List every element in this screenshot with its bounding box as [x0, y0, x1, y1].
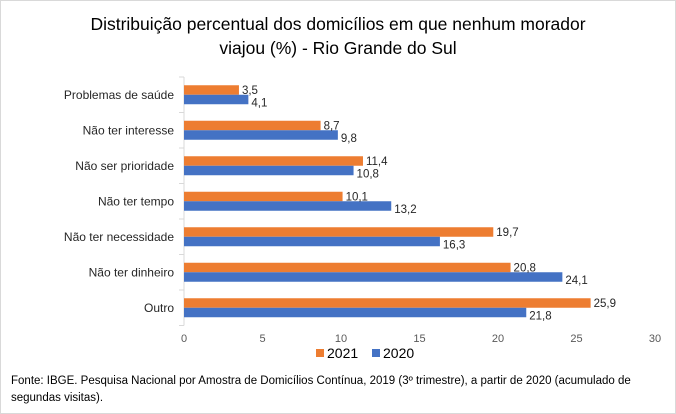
data-label-2020: 4,1: [251, 97, 267, 109]
data-label-2021: 11,4: [366, 156, 388, 168]
data-label-2021: 10,1: [346, 191, 368, 203]
bar-2020: [184, 307, 527, 318]
x-tick-label: 10: [335, 333, 347, 345]
category-label: Não ter necessidade: [64, 230, 174, 244]
bar-2020: [184, 272, 563, 282]
category-label: Outro: [144, 301, 174, 315]
x-tick-label: 5: [259, 333, 265, 345]
category-label: Não ser prioridade: [75, 159, 174, 173]
bar-2021: [184, 85, 239, 95]
x-tick-label: 30: [649, 333, 661, 345]
category-labels: Problemas de saúde Não ter interesse Não s…: [64, 88, 174, 315]
data-label-2020: 9,8: [341, 133, 357, 145]
data-label-2021: 3,5: [242, 85, 258, 97]
data-label-2021: 20,8: [514, 262, 536, 274]
data-labels: 3,54,1 8,79,8 11,410,8 10,1 13,2 19,7 16,3 20,8…: [242, 85, 616, 323]
data-label-2020: 13,2: [394, 204, 416, 216]
bar-2021: [184, 298, 591, 308]
category-label: Não ter tempo: [98, 194, 174, 208]
bar-2021: [184, 120, 321, 131]
category-label: Problemas de saúde: [64, 88, 174, 102]
chart-title: Distribuição percentual dos domicílios e…: [0, 12, 676, 60]
category-label: Não ter dinheiro: [89, 265, 175, 279]
chart-title-line-1: Distribuição percentual dos domicílios e…: [90, 14, 586, 34]
legend-label-2020: 2020: [383, 345, 414, 361]
chart-title-line-2: viajou (%) - Rio Grande do Sul: [219, 38, 457, 58]
legend: 2021 2020: [316, 345, 414, 361]
bar-2021: [184, 156, 363, 166]
bar-2020: [184, 94, 249, 105]
bar-2020: [184, 236, 440, 247]
x-tick-labels: 0 5 10 15 20 25 30: [181, 333, 661, 345]
x-tick-label: 25: [570, 333, 582, 345]
x-tick-label: 15: [413, 333, 425, 345]
data-label-2020: 24,1: [565, 275, 587, 287]
data-label-2021: 19,7: [496, 227, 518, 239]
source-note: Fonte: IBGE. Pesquisa Nacional por Amost…: [11, 375, 631, 404]
legend-label-2021: 2021: [327, 345, 358, 361]
data-label-2020: 21,8: [529, 310, 551, 322]
data-label-2021: 25,9: [594, 298, 616, 310]
bar-2020: [184, 130, 338, 140]
data-label-2020: 16,3: [443, 239, 465, 251]
bars: [184, 85, 591, 318]
bar-2021: [184, 191, 343, 202]
bar-2021: [184, 262, 511, 273]
data-label-2020: 10,8: [357, 168, 379, 180]
y-axis: [179, 76, 185, 326]
bar-2020: [184, 201, 392, 211]
bar-2020: [184, 165, 354, 176]
legend-swatch-2021: [316, 349, 324, 357]
x-tick-label: 20: [492, 333, 504, 345]
bar-2021: [184, 227, 494, 237]
category-label: Não ter interesse: [83, 123, 175, 137]
data-label-2021: 8,7: [324, 120, 340, 132]
x-tick-label: 0: [181, 333, 187, 345]
legend-swatch-2020: [372, 349, 380, 357]
